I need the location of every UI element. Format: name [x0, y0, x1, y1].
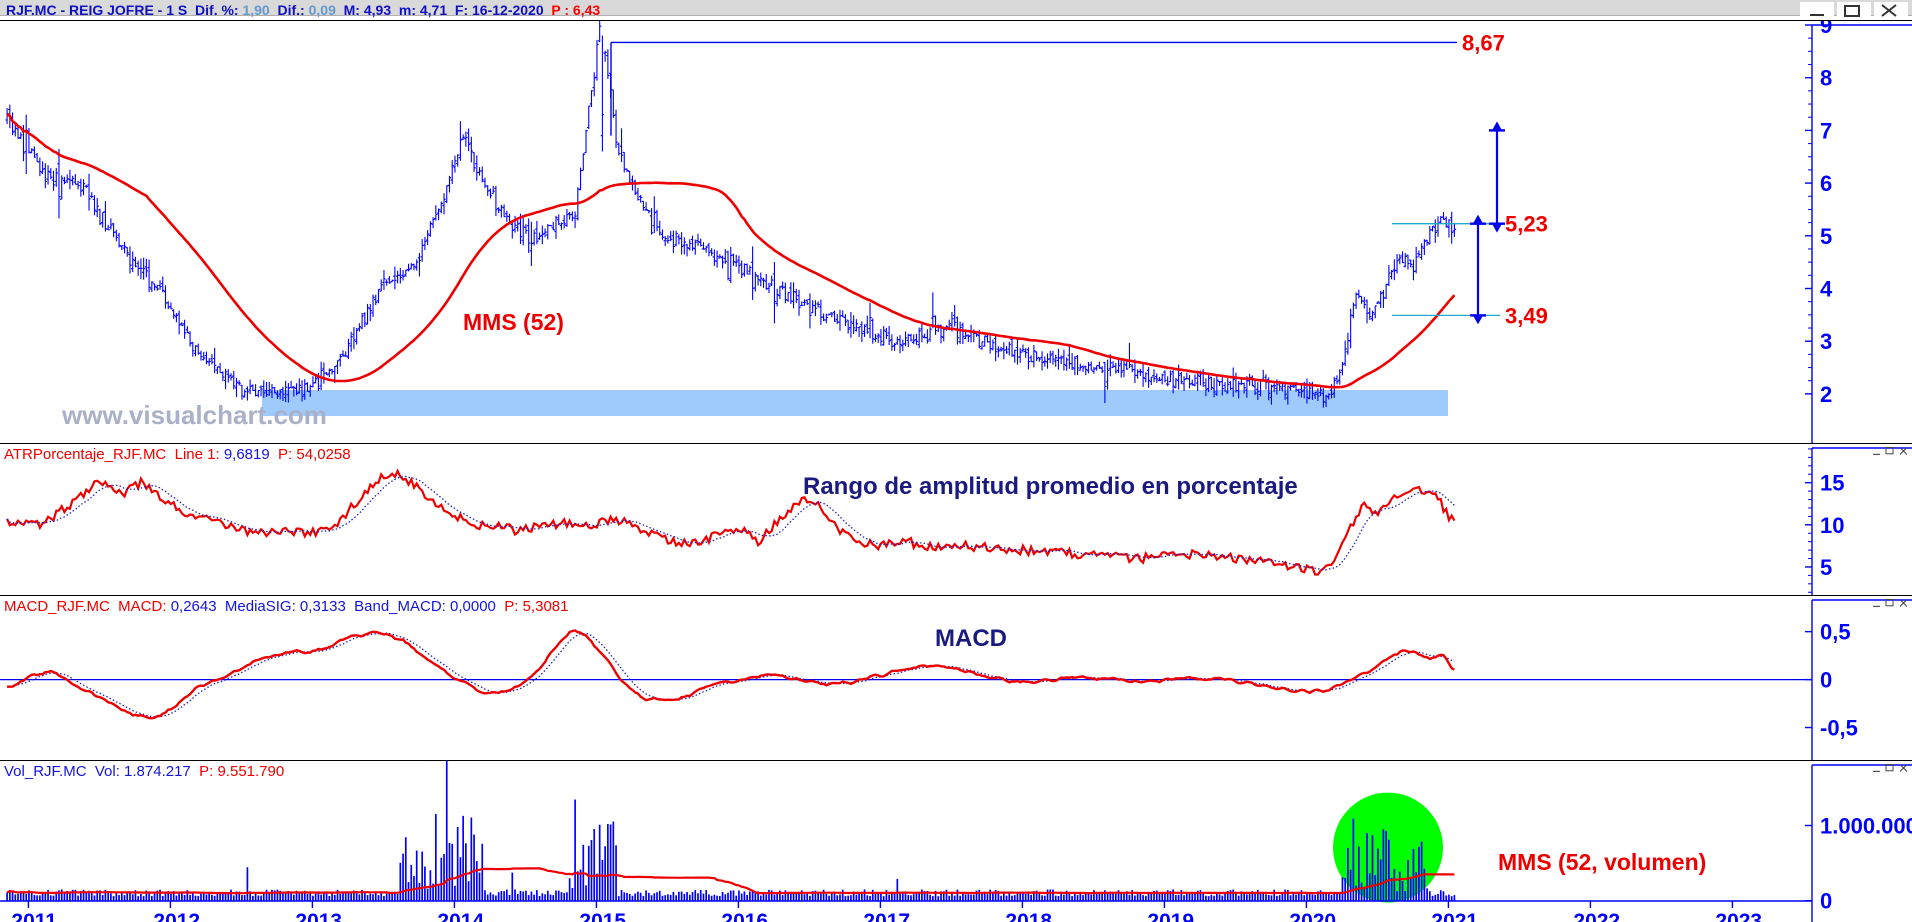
- svg-text:-0,5: -0,5: [1820, 716, 1858, 741]
- svg-text:Rango de amplitud promedio en: Rango de amplitud promedio en porcentaje: [803, 473, 1298, 500]
- svg-text:3,49: 3,49: [1505, 303, 1548, 328]
- svg-text:www.visualchart.com: www.visualchart.com: [61, 400, 327, 430]
- svg-text:MMS (52, volumen): MMS (52, volumen): [1498, 849, 1706, 875]
- svg-text:2019: 2019: [1147, 910, 1194, 922]
- svg-text:8,67: 8,67: [1462, 30, 1505, 55]
- svg-text:2013: 2013: [295, 910, 342, 922]
- svg-text:5,23: 5,23: [1505, 212, 1548, 237]
- svg-text:15: 15: [1820, 471, 1844, 496]
- svg-text:3: 3: [1820, 329, 1832, 354]
- svg-text:2015: 2015: [579, 910, 626, 922]
- svg-text:2018: 2018: [1005, 910, 1052, 922]
- svg-text:5: 5: [1820, 224, 1832, 249]
- svg-text:4: 4: [1820, 277, 1833, 302]
- svg-text:2023: 2023: [1715, 910, 1762, 922]
- svg-text:2022: 2022: [1573, 910, 1620, 922]
- svg-text:2020: 2020: [1289, 910, 1336, 922]
- svg-text:1.000.000: 1.000.000: [1820, 814, 1912, 839]
- svg-text:2: 2: [1820, 382, 1832, 407]
- svg-text:MACD: MACD: [935, 625, 1007, 652]
- svg-text:5: 5: [1820, 555, 1832, 580]
- svg-text:7: 7: [1820, 118, 1832, 143]
- svg-text:0: 0: [1820, 668, 1832, 693]
- svg-text:2021: 2021: [1431, 910, 1478, 922]
- svg-text:10: 10: [1820, 513, 1844, 538]
- svg-text:2014: 2014: [437, 910, 484, 922]
- svg-text:8: 8: [1820, 66, 1832, 91]
- svg-text:0,5: 0,5: [1820, 620, 1851, 645]
- svg-text:MMS (52): MMS (52): [463, 309, 564, 335]
- svg-text:2016: 2016: [721, 910, 768, 922]
- svg-text:9: 9: [1820, 21, 1832, 38]
- svg-text:2011: 2011: [11, 910, 57, 922]
- svg-text:2017: 2017: [863, 910, 910, 922]
- svg-text:0: 0: [1820, 889, 1832, 914]
- svg-text:6: 6: [1820, 171, 1832, 196]
- svg-text:2012: 2012: [153, 910, 200, 922]
